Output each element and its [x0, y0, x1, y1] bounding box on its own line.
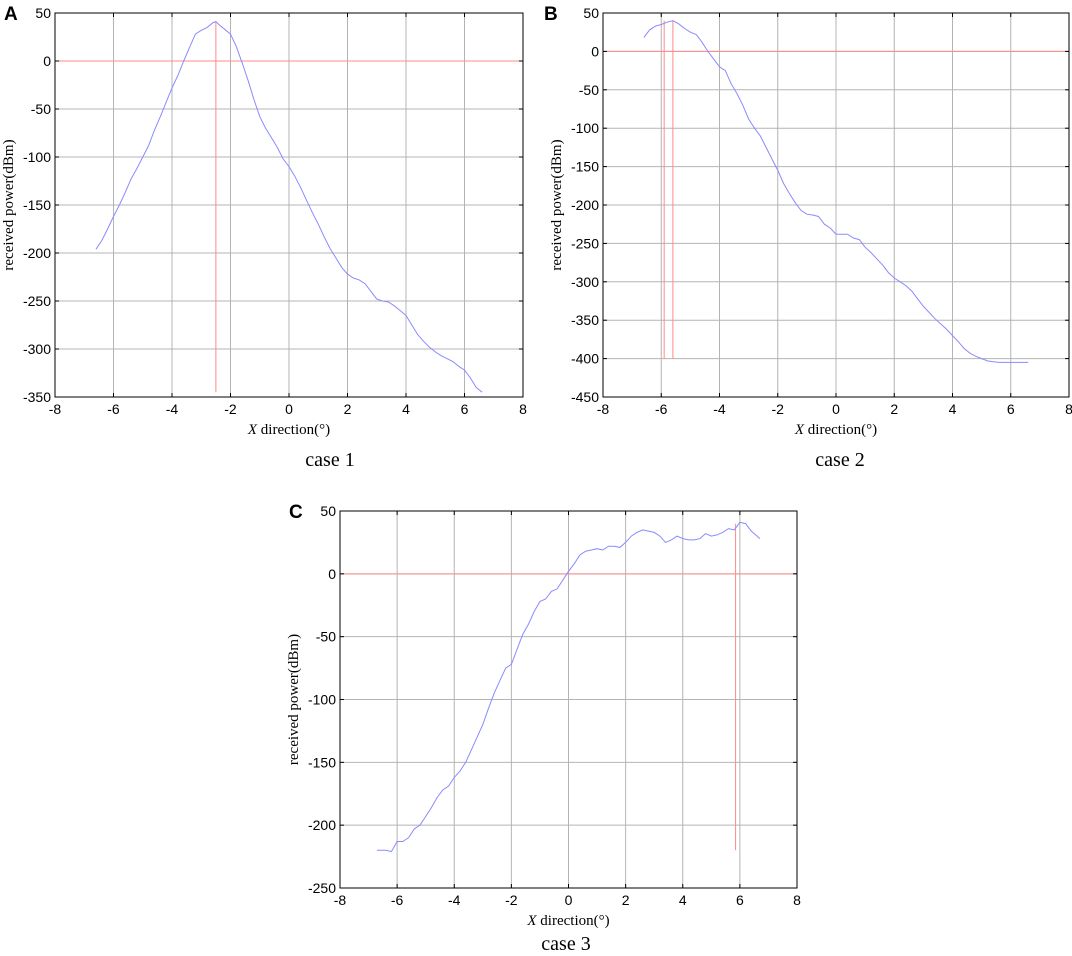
x-tick-label: -6 — [391, 892, 404, 908]
x-tick-label: 2 — [890, 401, 898, 417]
y-tick-label: -250 — [571, 235, 599, 251]
panel-letter: B — [544, 4, 558, 25]
x-tick-label: 0 — [285, 401, 293, 417]
y-tick-label: -150 — [308, 754, 336, 770]
x-tick-label: -4 — [448, 892, 461, 908]
y-axis-label: received power(dBm) — [286, 634, 302, 765]
y-tick-label: -200 — [571, 197, 599, 213]
x-tick-label: -8 — [597, 401, 610, 417]
x-tick-label: -2 — [224, 401, 237, 417]
y-tick-label: 50 — [320, 503, 336, 519]
x-tick-label: -4 — [713, 401, 726, 417]
panel-letter: A — [4, 4, 18, 25]
x-axis-label: X direction(°) — [247, 422, 330, 438]
y-tick-label: -200 — [23, 245, 51, 261]
y-tick-label: -100 — [23, 149, 51, 165]
x-tick-label: 4 — [949, 401, 957, 417]
y-tick-label: 0 — [591, 43, 599, 59]
x-tick-label: -8 — [49, 401, 62, 417]
chart-panel-a: -8 -6 -4 -2 0 2 4 6 8 50 0 -50 -100 -150 -200 -250 -300 -… — [1, 4, 527, 471]
x-tick-label: 4 — [679, 892, 687, 908]
y-tick-label: -200 — [308, 817, 336, 833]
x-axis-label-variable: X — [526, 913, 537, 929]
x-tick-label: 8 — [519, 401, 527, 417]
x-axis-label-text: direction(°) — [804, 422, 877, 438]
x-tick-label: -4 — [166, 401, 179, 417]
series-line — [95, 21, 483, 393]
x-tick-label: 8 — [1065, 401, 1072, 417]
y-tick-label: -150 — [23, 197, 51, 213]
x-axis-label-text: direction(°) — [537, 913, 610, 929]
x-tick-label: 2 — [344, 401, 352, 417]
y-tick-label: -300 — [23, 341, 51, 357]
x-tick-label: 6 — [736, 892, 744, 908]
y-axis-label: received power(dBm) — [1, 139, 17, 270]
x-tick-label: 6 — [1007, 401, 1015, 417]
x-axis-label: X direction(°) — [526, 913, 609, 929]
y-tick-label: -300 — [571, 274, 599, 290]
y-tick-label: 0 — [43, 53, 51, 69]
x-tick-label: -2 — [505, 892, 518, 908]
case-caption: case 3 — [541, 933, 590, 955]
y-tick-label: 50 — [583, 5, 599, 21]
x-axis-label: X direction(°) — [794, 422, 877, 438]
y-tick-label: -350 — [571, 312, 599, 328]
case-caption: case 2 — [815, 449, 864, 471]
y-tick-label: -100 — [308, 692, 336, 708]
y-tick-label: -50 — [316, 629, 336, 645]
y-tick-label: 0 — [328, 566, 336, 582]
y-tick-label: -50 — [31, 101, 51, 117]
y-tick-label: -400 — [571, 351, 599, 367]
series-line — [643, 20, 1029, 363]
x-tick-label: -6 — [655, 401, 668, 417]
y-tick-label: -50 — [579, 82, 599, 98]
x-tick-label: 8 — [793, 892, 801, 908]
chart-panel-c: -8 -6 -4 -2 0 2 4 6 8 50 0 -50 -100 -150 -200 -250 X dir… — [286, 502, 801, 955]
y-tick-label: -250 — [23, 293, 51, 309]
y-axis-label: received power(dBm) — [549, 139, 565, 270]
series-line — [377, 521, 761, 853]
y-tick-label: -250 — [308, 880, 336, 896]
x-axis-label-variable: X — [247, 422, 258, 438]
x-tick-label: 0 — [832, 401, 840, 417]
x-tick-label: 4 — [402, 401, 410, 417]
y-tick-label: -150 — [571, 159, 599, 175]
case-caption: case 1 — [305, 449, 354, 471]
x-tick-label: 2 — [622, 892, 630, 908]
y-tick-label: 50 — [35, 5, 51, 21]
y-tick-label: -450 — [571, 389, 599, 405]
y-tick-label: -100 — [571, 120, 599, 136]
chart-panel-b: -8 -6 -4 -2 0 2 4 6 8 50 0 -50 -100 -150 -200 -250 -300 -… — [544, 4, 1072, 471]
x-axis-label-text: direction(°) — [257, 422, 330, 438]
y-tick-label: -350 — [23, 389, 51, 405]
panel-letter: C — [289, 502, 303, 523]
x-tick-label: 0 — [565, 892, 573, 908]
x-tick-label: -6 — [107, 401, 120, 417]
x-tick-label: -2 — [772, 401, 785, 417]
x-tick-label: -8 — [334, 892, 347, 908]
x-axis-label-variable: X — [794, 422, 805, 438]
x-tick-label: 6 — [461, 401, 469, 417]
